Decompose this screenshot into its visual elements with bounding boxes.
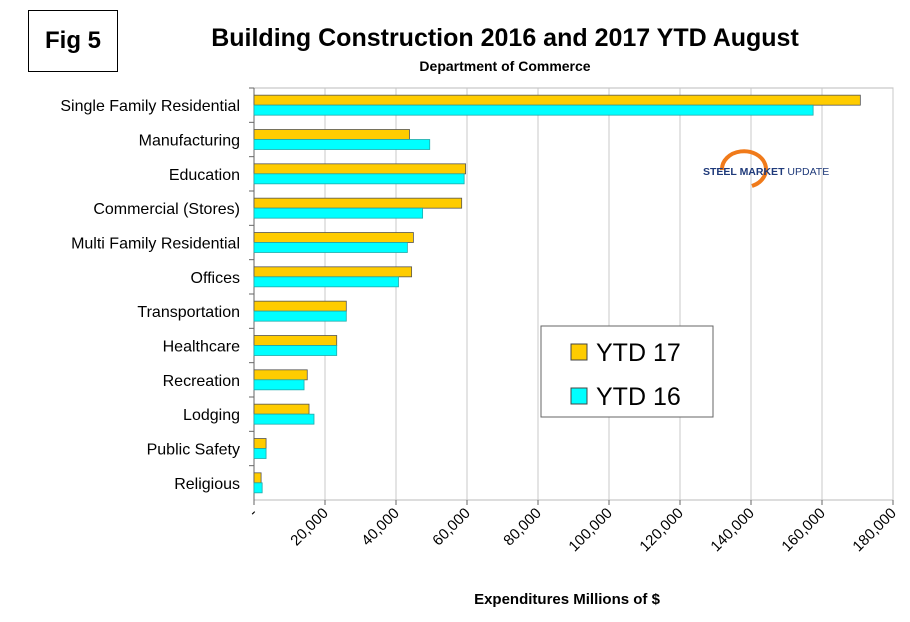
bar-ytd17 xyxy=(253,197,463,209)
category-label: Multi Family Residential xyxy=(71,236,240,253)
chart-subtitle: Department of Commerce xyxy=(419,58,591,74)
bar-ytd16 xyxy=(253,482,263,494)
category-label: Public Safety xyxy=(147,442,240,459)
category-label: Single Family Residential xyxy=(60,98,240,115)
category-label: Recreation xyxy=(163,373,240,390)
bar-ytd16 xyxy=(253,139,431,150)
bar-ytd17 xyxy=(253,335,338,346)
logo-text: STEEL MARKET UPDATE xyxy=(703,166,829,178)
category-label: Commercial (Stores) xyxy=(93,201,240,218)
bar-ytd16 xyxy=(253,413,315,425)
bar-ytd16 xyxy=(253,104,814,116)
bar-ytd16 xyxy=(253,207,424,219)
bar-ytd16 xyxy=(253,379,305,391)
chart-title: Building Construction 2016 and 2017 YTD … xyxy=(211,24,799,52)
bar-ytd17 xyxy=(253,438,267,449)
x-tick-label: 80,000 xyxy=(500,505,544,549)
bar-ytd17 xyxy=(253,472,262,484)
bar-ytd17 xyxy=(253,300,347,312)
x-tick-label: 180,000 xyxy=(849,505,899,555)
bar-ytd16 xyxy=(253,173,465,185)
bar-ytd17 xyxy=(253,129,410,140)
bar-ytd16 xyxy=(253,276,399,288)
bar-ytd17 xyxy=(253,369,308,381)
legend-swatch xyxy=(570,387,588,405)
bar-ytd17 xyxy=(253,266,413,278)
x-tick-label: - xyxy=(245,505,261,521)
category-label: Healthcare xyxy=(163,339,240,356)
bar-ytd17 xyxy=(253,232,414,243)
x-axis-label: Expenditures Millions of $ xyxy=(474,591,661,608)
x-tick-label: 120,000 xyxy=(636,505,686,555)
bar-ytd16 xyxy=(253,345,338,356)
logo-swoosh-icon xyxy=(719,149,768,188)
bar-ytd17 xyxy=(253,94,861,106)
x-tick-label: 160,000 xyxy=(778,505,828,555)
bar-ytd16 xyxy=(253,242,408,253)
bar-ytd16 xyxy=(253,448,267,459)
category-label: Lodging xyxy=(183,407,240,424)
legend-label: YTD 16 xyxy=(596,383,681,411)
category-label: Offices xyxy=(191,270,241,287)
category-label: Religious xyxy=(174,476,240,493)
x-tick-label: 20,000 xyxy=(287,505,331,549)
bar-ytd17 xyxy=(253,403,310,415)
bar-ytd16 xyxy=(253,310,347,322)
x-tick-label: 100,000 xyxy=(565,505,615,555)
legend-swatch xyxy=(570,343,588,361)
legend xyxy=(540,325,714,418)
category-label: Transportation xyxy=(137,304,240,321)
x-tick-label: 140,000 xyxy=(707,505,757,555)
category-label: Education xyxy=(169,167,240,184)
bar-ytd17 xyxy=(253,163,466,175)
x-tick-label: 40,000 xyxy=(358,505,402,549)
category-label: Manufacturing xyxy=(139,133,240,150)
figure-label: Fig 5 xyxy=(28,10,118,72)
x-tick-label: 60,000 xyxy=(429,505,473,549)
legend-label: YTD 17 xyxy=(596,339,681,367)
